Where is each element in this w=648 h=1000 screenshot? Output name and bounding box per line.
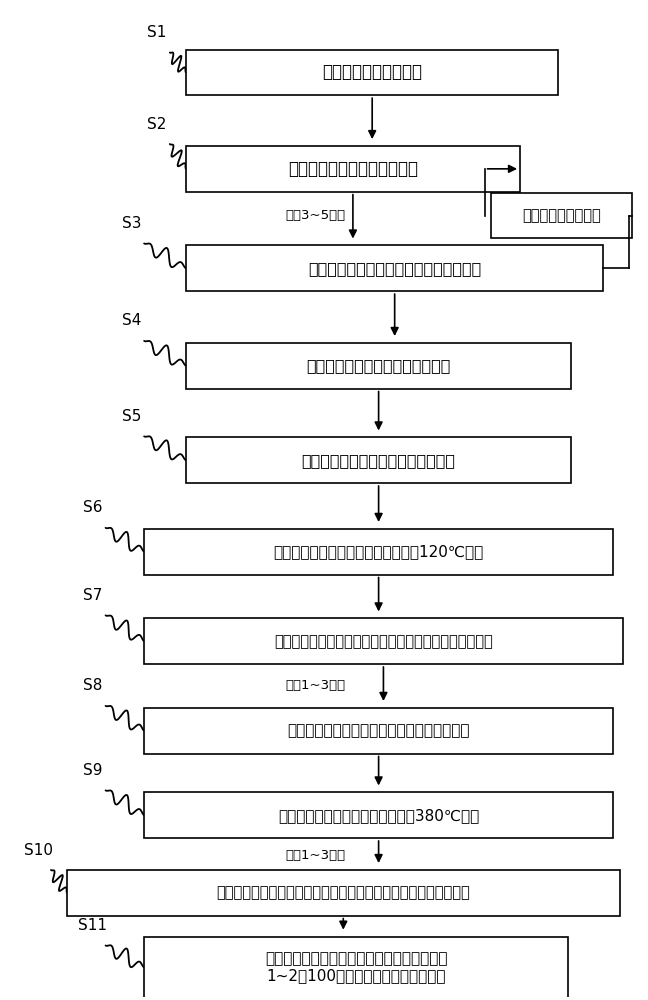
Bar bbox=[144, 529, 613, 575]
Text: 将混合液取出放入离心甄干机内进行脱水干燥: 将混合液取出放入离心甄干机内进行脱水干燥 bbox=[287, 723, 470, 738]
Bar bbox=[67, 870, 619, 916]
Bar bbox=[186, 50, 559, 95]
Text: 搞拌1~3小时: 搞拌1~3小时 bbox=[286, 679, 345, 692]
Text: 将上述制备完成的无机纳米絮凝剂用自来水按
1~2：100的比例搞拌稀释成溶液备用: 将上述制备完成的无机纳米絮凝剂用自来水按 1~2：100的比例搞拌稀释成溶液备用 bbox=[265, 951, 447, 984]
Text: 分离后的凹凸棒粘土用自来水冲洗: 分离后的凹凸棒粘土用自来水冲洗 bbox=[307, 358, 451, 373]
Text: 分离后的稀硫酸溶液: 分离后的稀硫酸溶液 bbox=[522, 208, 601, 223]
Text: S5: S5 bbox=[122, 409, 141, 424]
Text: 将烘干后的凹凸浸泡入铝、钙、镧、钓的混合溶液并搞拌: 将烘干后的凹凸浸泡入铝、钙、镧、钓的混合溶液并搞拌 bbox=[274, 634, 492, 649]
Bar bbox=[144, 792, 613, 838]
Text: S11: S11 bbox=[78, 918, 107, 933]
Text: 将混合物放入红外高温炉，升温至380℃锻烧: 将混合物放入红外高温炉，升温至380℃锻烧 bbox=[278, 808, 480, 823]
Bar bbox=[144, 937, 568, 998]
Bar bbox=[491, 193, 632, 238]
Text: S10: S10 bbox=[23, 843, 52, 858]
Text: S1: S1 bbox=[147, 25, 167, 40]
Text: 将所选粘土与稀硫酸溶液混合: 将所选粘土与稀硫酸溶液混合 bbox=[288, 160, 418, 178]
Bar bbox=[144, 618, 623, 664]
Text: 将脱水后的凹凸棒粘土放入烘笱内以120℃烘干: 将脱水后的凹凸棒粘土放入烘笱内以120℃烘干 bbox=[273, 544, 484, 559]
Text: 将冲洗后的凹凸棒粘土再次离心脱水: 将冲洗后的凹凸棒粘土再次离心脱水 bbox=[301, 453, 456, 468]
Bar bbox=[186, 343, 572, 389]
Bar bbox=[186, 245, 603, 291]
Text: 筛进半成品凹凸棒粘土: 筛进半成品凹凸棒粘土 bbox=[322, 63, 422, 81]
Bar bbox=[186, 437, 572, 483]
Text: S2: S2 bbox=[147, 117, 167, 132]
Bar bbox=[144, 708, 613, 754]
Text: S7: S7 bbox=[83, 588, 102, 603]
Text: S8: S8 bbox=[83, 678, 102, 693]
Text: S4: S4 bbox=[122, 313, 141, 328]
Text: 将混合液取出放入离心甄干机内进行分离: 将混合液取出放入离心甄干机内进行分离 bbox=[308, 261, 481, 276]
Text: S6: S6 bbox=[83, 500, 102, 515]
Text: 搞拌3~5小时: 搞拌3~5小时 bbox=[286, 209, 345, 222]
Text: 锻烧1~3小时: 锻烧1~3小时 bbox=[286, 849, 345, 862]
Text: S9: S9 bbox=[83, 763, 102, 778]
Text: 取出混合物，使其自然冷却至室温，即为本发明的无机纳米絮凝剂: 取出混合物，使其自然冷却至室温，即为本发明的无机纳米絮凝剂 bbox=[216, 885, 470, 900]
Text: S3: S3 bbox=[122, 216, 141, 231]
Bar bbox=[186, 146, 520, 192]
